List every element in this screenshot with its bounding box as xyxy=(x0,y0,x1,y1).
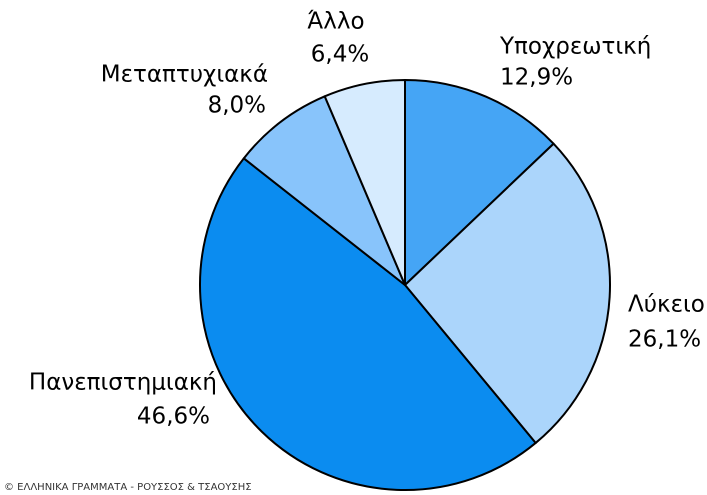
pie-slice xyxy=(323,79,406,286)
pie-slice xyxy=(242,95,406,286)
slice-label: Άλλο xyxy=(307,9,364,35)
slice-label: Υποχρεωτική xyxy=(499,34,651,60)
slice-label: Λύκειο xyxy=(628,292,705,318)
value-label: 26,1% xyxy=(628,327,701,353)
footer: © ΕΛΛΗΝΙΚΑ ΓΡΑΜΜΑΤΑ - ΡΟΥΣΣΟΣ & ΤΣΑΟΥΣΗΣ xyxy=(4,482,252,493)
value-label: 6,4% xyxy=(311,42,369,68)
slice-label: Πανεπιστημιακή xyxy=(29,370,217,396)
pie-slice xyxy=(199,157,537,491)
pie-slice xyxy=(404,79,555,286)
value-label: 8,0% xyxy=(208,93,266,119)
slice-label: Μεταπτυχιακά xyxy=(101,62,268,88)
value-label: 12,9% xyxy=(500,65,573,91)
pie-slice xyxy=(404,142,611,444)
value-label: 46,6% xyxy=(137,404,210,430)
